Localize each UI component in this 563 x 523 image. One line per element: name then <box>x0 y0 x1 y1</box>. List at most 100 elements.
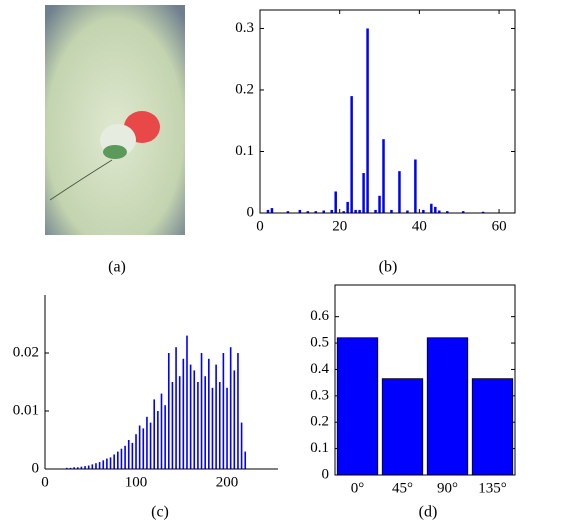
bar <box>91 464 94 469</box>
bar <box>117 451 119 469</box>
bar <box>175 347 177 469</box>
bar <box>233 370 236 469</box>
bar <box>298 209 302 213</box>
y-tick-label: 0.2 <box>310 414 329 430</box>
bar <box>342 211 345 213</box>
bar <box>314 211 318 213</box>
bar <box>98 462 101 469</box>
bar <box>381 378 424 476</box>
bar <box>244 451 247 469</box>
bar <box>446 211 449 213</box>
bar <box>362 173 365 213</box>
bar <box>471 378 514 476</box>
bar <box>120 448 123 469</box>
axes-frame <box>259 9 516 214</box>
bar <box>229 347 232 469</box>
bar <box>430 203 433 213</box>
y-tick-label: 0 <box>247 204 255 220</box>
bar <box>414 159 417 213</box>
bar <box>87 465 90 469</box>
bar <box>127 440 130 469</box>
bar <box>211 387 214 469</box>
bar <box>113 454 115 469</box>
bar <box>346 201 349 213</box>
y-tick-label: 0 <box>322 466 330 482</box>
bar <box>426 337 469 476</box>
y-tick-label: 0.5 <box>310 334 329 350</box>
bar <box>80 466 83 469</box>
bar <box>222 353 225 469</box>
bar <box>109 457 112 469</box>
bar <box>160 393 163 469</box>
photo <box>45 5 185 235</box>
caption: (a) <box>108 259 126 276</box>
bar <box>102 460 105 469</box>
bar <box>84 466 86 469</box>
bar <box>438 210 441 213</box>
bar <box>240 422 243 469</box>
bar <box>178 376 181 469</box>
bar <box>149 422 152 469</box>
bar <box>197 382 199 469</box>
bar <box>73 467 75 469</box>
bar <box>124 445 126 469</box>
bar <box>406 210 409 213</box>
bar <box>336 337 379 476</box>
x-tick-label: 45° <box>392 480 413 496</box>
y-tick-label: 0 <box>32 460 40 476</box>
bar <box>422 209 425 213</box>
x-tick-label: 60 <box>492 218 507 234</box>
x-tick-label: 20 <box>332 218 347 234</box>
bar <box>138 425 141 469</box>
bar <box>200 353 203 469</box>
bar <box>322 210 325 213</box>
y-tick-label: 0.6 <box>310 308 329 324</box>
bar <box>350 96 353 213</box>
bar <box>398 171 401 213</box>
x-tick-label: 90° <box>437 480 458 496</box>
y-tick-label: 0.01 <box>13 402 39 418</box>
bar <box>167 353 170 469</box>
caption: (b) <box>379 259 398 276</box>
y-tick-label: 0.4 <box>310 361 329 377</box>
bar <box>131 442 134 469</box>
y-tick-label: 0.02 <box>13 344 39 360</box>
y-tick-label: 0.2 <box>235 81 254 97</box>
bar <box>186 335 188 469</box>
bar <box>378 195 381 213</box>
bar <box>157 411 159 469</box>
x-tick-label: 0 <box>41 474 49 490</box>
bar <box>208 358 210 469</box>
bar <box>481 211 485 213</box>
bar <box>237 353 239 469</box>
bar <box>171 382 174 469</box>
bar <box>142 428 145 469</box>
bar <box>76 467 79 469</box>
caption: (c) <box>151 504 169 521</box>
bar <box>106 458 108 469</box>
bar <box>69 467 72 469</box>
bar <box>434 206 437 213</box>
bar <box>354 209 357 213</box>
bar <box>286 211 290 213</box>
y-tick-label: 0.1 <box>310 440 329 456</box>
axes-frame <box>334 284 516 476</box>
x-tick-label: 0° <box>351 480 365 496</box>
bar <box>182 358 185 469</box>
bar <box>153 399 156 469</box>
bar <box>382 139 385 213</box>
bar <box>66 467 68 469</box>
caption: (d) <box>419 504 438 521</box>
bar <box>334 191 337 213</box>
bar <box>270 208 274 213</box>
x-tick-label: 200 <box>216 474 239 490</box>
bar <box>218 382 221 469</box>
bar <box>215 364 217 469</box>
bar <box>374 209 377 213</box>
bar <box>95 463 97 469</box>
bar <box>193 370 196 469</box>
bar <box>266 209 270 213</box>
bar <box>306 211 310 213</box>
